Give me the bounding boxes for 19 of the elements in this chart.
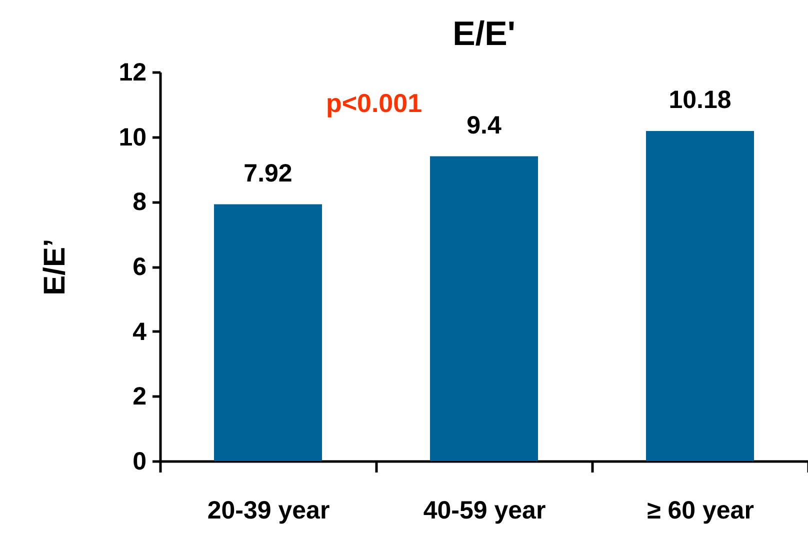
x-tick-label: 20-39 year — [207, 496, 330, 524]
y-tick-label: 8 — [132, 188, 147, 216]
y-tick-label: 4 — [132, 318, 147, 346]
bar — [646, 131, 754, 461]
bar — [214, 204, 322, 461]
y-tick-label: 10 — [118, 123, 146, 152]
y-tick-label: 12 — [118, 58, 146, 86]
y-tick-label: 2 — [132, 382, 146, 411]
x-tick-label: ≥ 60 year — [647, 496, 754, 524]
y-axis-title: E/E’ — [38, 238, 72, 296]
y-tick-label: 6 — [132, 253, 146, 281]
annotation: p<0.001 — [326, 88, 422, 118]
x-tick-label: 40-59 year — [423, 496, 546, 524]
y-tick-label: 0 — [132, 448, 146, 476]
bar — [430, 156, 538, 461]
data-label: 9.4 — [466, 111, 502, 140]
chart-title: E/E' — [452, 15, 516, 53]
data-label: 7.92 — [244, 159, 292, 188]
data-label: 10.18 — [668, 86, 732, 114]
